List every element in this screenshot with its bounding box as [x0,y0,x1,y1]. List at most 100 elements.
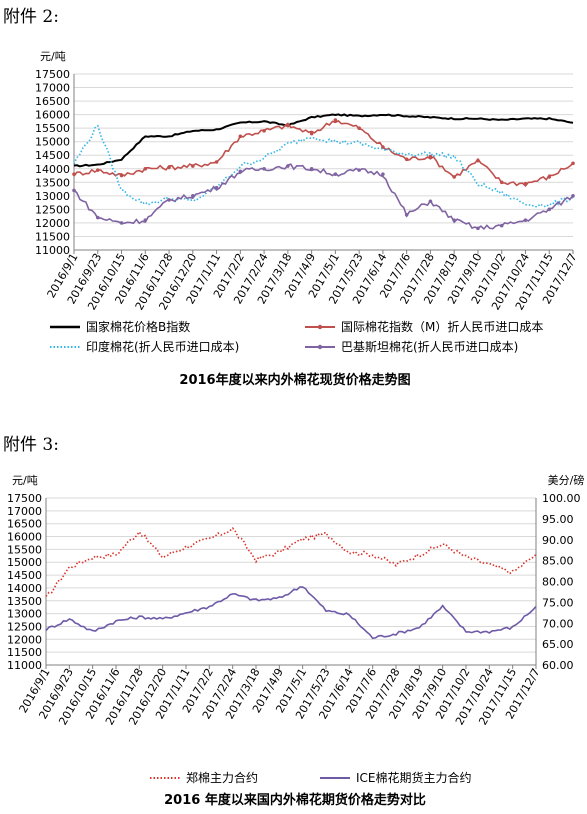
series-point [357,168,361,172]
y2-tick-label: 70.00 [542,617,574,630]
series-line [73,124,574,208]
legend-label: ICE棉花期货主力合约 [356,770,472,785]
series-point [191,164,195,168]
series-point [95,215,100,220]
y-tick-label: 12500 [7,620,42,633]
y2-tick-label: 65.00 [542,638,574,651]
y-tick-label: 15500 [7,543,42,556]
chart-title: 2016 年度以来国内外棉花期货价格走势对比 [164,792,426,808]
y-tick-label: 12000 [35,217,70,230]
chart-title: 2016年度以来内外棉花现货价格走势图 [179,372,410,388]
y2-tick-label: 80.00 [542,576,574,589]
y-tick-label: 17500 [7,492,42,505]
series-point [571,161,575,166]
y-tick-label: 16500 [7,518,42,531]
y2-axis-label: 美分/磅 [548,473,585,487]
y2-tick-label: 60.00 [542,659,574,672]
series-point [167,198,171,202]
y2-tick-label: 90.00 [542,534,574,547]
y2-tick-label: 100.00 [542,492,581,505]
series-point [72,188,76,193]
y-tick-label: 15000 [7,556,42,569]
series-line [73,113,574,168]
y-tick-label: 13500 [7,595,42,608]
series-point [309,131,314,136]
series-point [381,172,385,176]
series-point [191,194,195,198]
series-point [404,157,409,162]
series-point [452,218,456,223]
legend-marker [317,324,323,330]
futures-price-chart: 1100011500120001250013000135001400014500… [7,473,585,808]
series-point [428,199,433,204]
y-tick-label: 13000 [7,608,42,621]
series-point [523,181,528,186]
legend-label: 印度棉花(折人民币进口成本) [86,339,239,354]
series-point [404,213,409,217]
section-label-attachment-3: 附件 3: [3,435,59,455]
y-tick-label: 14500 [7,569,42,582]
legend-label: 巴基斯坦棉花(折人民币进口成本) [341,339,518,354]
series-point [452,175,456,179]
legend-label: 国家棉花价格B指数 [86,319,190,334]
series-point [286,164,290,168]
y-tick-label: 13000 [35,190,70,203]
series-line [73,163,574,231]
series-point [333,172,338,176]
series-point [143,166,148,171]
y-tick-label: 16500 [35,95,70,108]
series-point [357,126,361,130]
series-point [499,223,504,228]
series-point [547,207,552,212]
y2-tick-label: 95.00 [542,513,574,526]
y-tick-label: 11000 [7,659,42,672]
legend-label: 郑棉主力合约 [186,770,258,785]
y-tick-label: 14000 [7,582,42,595]
y-tick-label: 11500 [35,230,70,243]
series-point [333,118,338,122]
legend-label: 国际棉花指数（M）折人民币进口成本 [341,319,543,334]
y-axis-label: 元/吨 [12,474,38,487]
series-point [262,129,266,133]
legend-marker [317,344,323,350]
y-tick-label: 16000 [35,109,70,122]
y-tick-label: 11000 [35,244,70,257]
series-point [143,218,148,223]
series-point [214,185,219,190]
series-point [309,166,314,171]
section-label-attachment-2: 附件 2: [3,7,59,27]
series-point [119,173,124,178]
y-tick-label: 17500 [35,68,70,81]
y-tick-label: 17000 [35,82,70,95]
y-tick-label: 17000 [7,505,42,518]
series-point [238,169,243,174]
y-tick-label: 12500 [35,203,70,216]
y2-tick-label: 85.00 [542,555,574,568]
series-point [238,134,243,139]
y-axis-label: 元/吨 [40,50,66,63]
series-point [476,158,480,163]
y-tick-label: 16000 [7,531,42,544]
series-point [428,154,433,159]
series-point [214,160,219,164]
y-tick-label: 15500 [35,122,70,135]
y-tick-label: 11500 [7,646,42,659]
y-tick-label: 15000 [35,136,70,149]
series-line [45,586,537,640]
series-point [72,172,76,176]
series-point [523,218,528,223]
y2-tick-label: 75.00 [542,596,574,609]
y-tick-label: 12000 [7,633,42,646]
series-line [73,119,574,188]
series-point [167,165,171,170]
series-point [95,168,100,172]
series-point [547,175,552,179]
series-point [286,123,290,128]
spot-price-chart: 1100011500120001250013000135001400014500… [35,50,580,388]
series-point [499,180,504,185]
series-point [119,221,124,225]
series-point [476,226,480,231]
y-tick-label: 14000 [35,163,70,176]
series-line [45,527,537,597]
series-point [262,166,266,171]
